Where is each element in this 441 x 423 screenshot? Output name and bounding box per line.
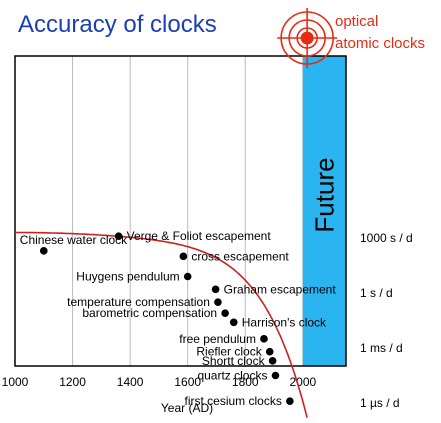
plot-layer: Future 1000 1200 1400 1600 1800 2000 1000 s / d…: [2, 8, 425, 418]
data-point: [271, 371, 280, 380]
future-label: Future: [309, 157, 339, 232]
data-label: temperature compensation: [67, 295, 210, 309]
data-label: Graham escapement: [224, 282, 337, 296]
data-point: [221, 309, 229, 317]
target-center: [300, 31, 314, 45]
data-point: [114, 232, 123, 240]
plot-frame: [14, 55, 347, 367]
data-point: [268, 357, 277, 365]
data-point: [229, 318, 238, 327]
data-point: [260, 335, 268, 343]
data-label: barometric compensation: [82, 306, 217, 320]
x-tick-label: 1200: [59, 375, 86, 389]
data-label: Verge & Foliot escapement: [127, 229, 272, 243]
highlight-label: optical: [335, 13, 378, 30]
y-tick-label: 1 ms / d: [360, 341, 403, 355]
future-region: [302, 56, 346, 366]
data-label: Chinese water clock: [20, 233, 128, 247]
highlight-label: atomic clocks: [335, 35, 425, 52]
data-point: [179, 252, 188, 261]
data-label: quartz clocks: [197, 369, 267, 383]
data-label: Shortt clock: [202, 354, 266, 368]
x-tick-label: 1400: [117, 375, 144, 389]
data-label: first cesium clocks: [185, 394, 282, 408]
data-point: [214, 298, 222, 306]
y-tick-label: 1 µs / d: [360, 396, 400, 410]
x-tick-label: 1600: [174, 375, 201, 389]
data-point: [183, 272, 192, 281]
data-point: [265, 347, 274, 356]
data-label: Riefler clock: [196, 345, 262, 359]
x-axis-label: Year (AD): [161, 401, 213, 415]
data-point: [39, 247, 48, 255]
data-label: Huygens pendulum: [76, 270, 179, 284]
trend-curve: [15, 231, 308, 418]
y-tick-label: 1000 s / d: [360, 231, 413, 245]
chart-title: Accuracy of clocks: [18, 11, 217, 38]
data-label: cross escapement: [191, 249, 289, 263]
data-point: [286, 397, 294, 405]
data-label: free pendulum: [179, 332, 256, 346]
data-point: [211, 285, 220, 294]
data-label: Harrison's clock: [242, 315, 327, 329]
x-tick-label: 1000: [2, 375, 29, 389]
x-tick-label: 2000: [289, 375, 316, 389]
y-tick-label: 1 s / d: [360, 286, 393, 300]
x-tick-label: 1800: [232, 375, 259, 389]
